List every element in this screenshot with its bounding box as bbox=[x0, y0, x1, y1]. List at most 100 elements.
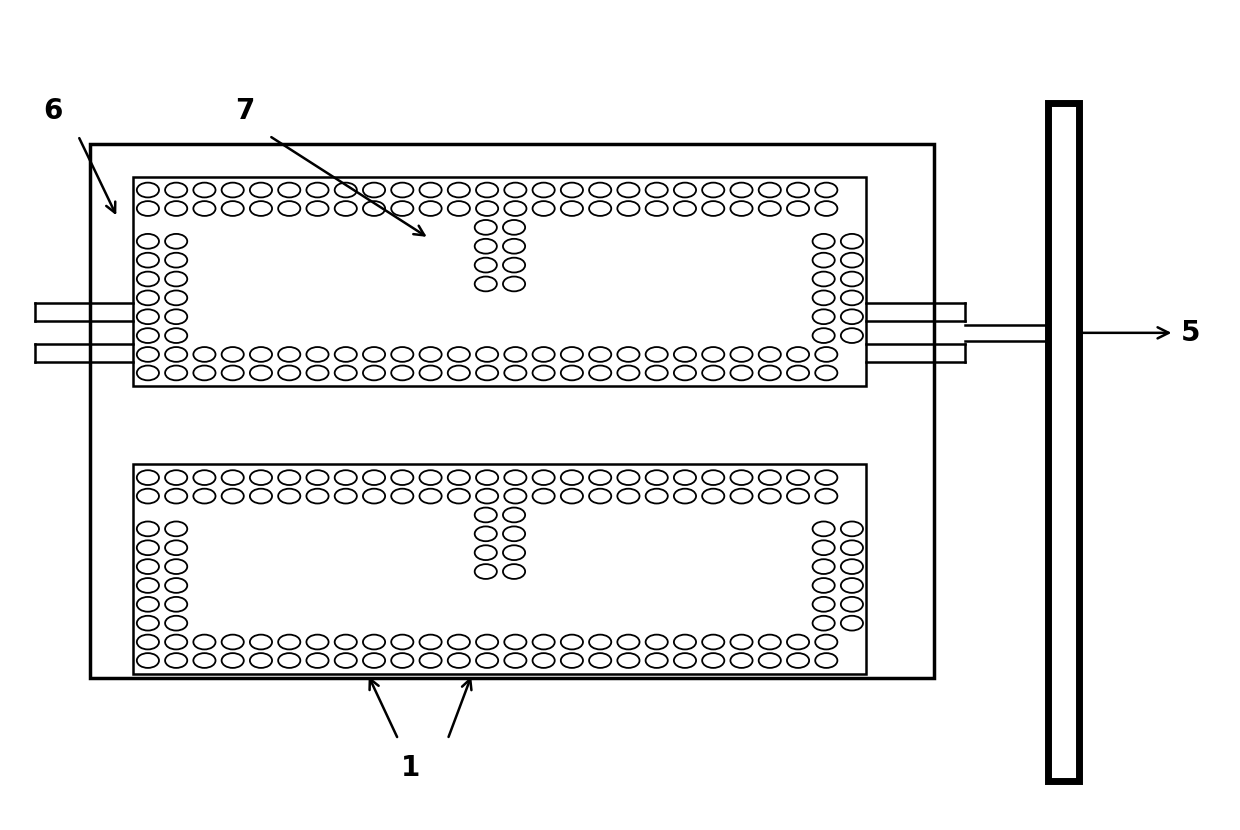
Circle shape bbox=[560, 365, 583, 380]
Circle shape bbox=[618, 201, 640, 216]
Circle shape bbox=[136, 201, 159, 216]
Circle shape bbox=[560, 347, 583, 362]
Circle shape bbox=[560, 489, 583, 504]
Circle shape bbox=[618, 183, 640, 198]
Circle shape bbox=[391, 471, 413, 485]
Circle shape bbox=[815, 183, 837, 198]
Circle shape bbox=[503, 276, 525, 291]
Circle shape bbox=[306, 365, 329, 380]
Circle shape bbox=[363, 489, 386, 504]
Circle shape bbox=[363, 635, 386, 649]
Circle shape bbox=[673, 653, 696, 668]
Circle shape bbox=[787, 365, 810, 380]
Circle shape bbox=[475, 508, 497, 522]
Circle shape bbox=[646, 471, 668, 485]
Circle shape bbox=[841, 328, 863, 343]
Circle shape bbox=[136, 183, 159, 198]
Circle shape bbox=[532, 347, 554, 362]
Circle shape bbox=[306, 201, 329, 216]
Circle shape bbox=[250, 635, 272, 649]
Circle shape bbox=[759, 653, 781, 668]
Circle shape bbox=[787, 201, 810, 216]
Circle shape bbox=[335, 489, 357, 504]
Circle shape bbox=[419, 183, 441, 198]
Circle shape bbox=[702, 471, 724, 485]
Circle shape bbox=[193, 183, 216, 198]
Circle shape bbox=[589, 183, 611, 198]
Circle shape bbox=[702, 489, 724, 504]
Circle shape bbox=[505, 635, 527, 649]
Circle shape bbox=[136, 347, 159, 362]
Circle shape bbox=[730, 201, 753, 216]
Circle shape bbox=[136, 578, 159, 593]
Circle shape bbox=[503, 239, 525, 254]
Circle shape bbox=[589, 653, 611, 668]
Circle shape bbox=[812, 271, 835, 286]
Circle shape bbox=[250, 489, 272, 504]
Circle shape bbox=[136, 597, 159, 612]
Circle shape bbox=[618, 347, 640, 362]
Bar bbox=[134, 464, 867, 674]
Circle shape bbox=[702, 183, 724, 198]
Circle shape bbox=[503, 545, 525, 560]
Circle shape bbox=[136, 253, 159, 267]
Circle shape bbox=[841, 234, 863, 249]
Circle shape bbox=[335, 653, 357, 668]
Circle shape bbox=[391, 201, 413, 216]
Circle shape bbox=[841, 540, 863, 555]
Circle shape bbox=[673, 635, 696, 649]
Circle shape bbox=[815, 635, 837, 649]
Text: 1: 1 bbox=[401, 754, 420, 783]
Circle shape bbox=[363, 201, 386, 216]
Circle shape bbox=[505, 347, 527, 362]
Circle shape bbox=[222, 635, 244, 649]
Circle shape bbox=[165, 234, 187, 249]
Circle shape bbox=[787, 347, 810, 362]
Circle shape bbox=[363, 347, 386, 362]
Circle shape bbox=[503, 526, 525, 541]
Circle shape bbox=[815, 347, 837, 362]
Circle shape bbox=[618, 471, 640, 485]
Circle shape bbox=[136, 365, 159, 380]
Circle shape bbox=[448, 201, 470, 216]
Bar bbox=[91, 144, 934, 678]
Circle shape bbox=[812, 559, 835, 574]
Circle shape bbox=[841, 521, 863, 536]
Circle shape bbox=[136, 616, 159, 631]
Circle shape bbox=[532, 471, 554, 485]
Circle shape bbox=[787, 653, 810, 668]
Circle shape bbox=[363, 183, 386, 198]
Circle shape bbox=[193, 471, 216, 485]
Circle shape bbox=[702, 347, 724, 362]
Circle shape bbox=[335, 365, 357, 380]
Text: 7: 7 bbox=[234, 97, 254, 125]
Circle shape bbox=[673, 471, 696, 485]
Circle shape bbox=[419, 635, 441, 649]
Circle shape bbox=[730, 365, 753, 380]
Circle shape bbox=[503, 257, 525, 272]
Circle shape bbox=[759, 489, 781, 504]
Circle shape bbox=[278, 635, 300, 649]
Circle shape bbox=[730, 471, 753, 485]
Circle shape bbox=[165, 559, 187, 574]
Circle shape bbox=[250, 365, 272, 380]
Circle shape bbox=[391, 635, 413, 649]
Circle shape bbox=[560, 201, 583, 216]
Circle shape bbox=[363, 471, 386, 485]
Circle shape bbox=[618, 365, 640, 380]
Circle shape bbox=[419, 489, 441, 504]
Circle shape bbox=[475, 239, 497, 254]
Circle shape bbox=[419, 347, 441, 362]
Circle shape bbox=[505, 183, 527, 198]
Circle shape bbox=[841, 616, 863, 631]
Circle shape bbox=[419, 653, 441, 668]
Circle shape bbox=[673, 183, 696, 198]
Circle shape bbox=[222, 471, 244, 485]
Circle shape bbox=[560, 635, 583, 649]
Circle shape bbox=[812, 540, 835, 555]
Circle shape bbox=[250, 201, 272, 216]
Circle shape bbox=[730, 489, 753, 504]
Circle shape bbox=[815, 201, 837, 216]
Circle shape bbox=[589, 365, 611, 380]
Circle shape bbox=[476, 201, 498, 216]
